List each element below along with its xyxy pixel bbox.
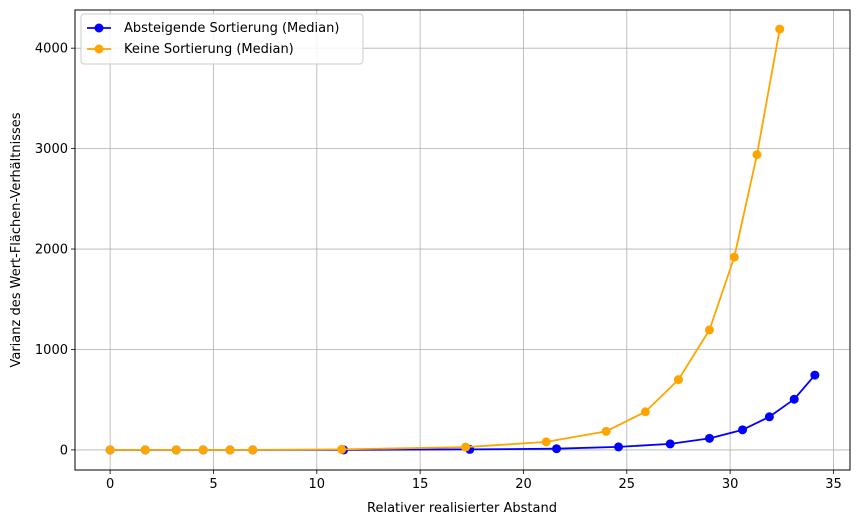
y-tick-label: 0 — [60, 443, 68, 458]
x-tick-label: 30 — [722, 477, 739, 492]
series-line-1 — [110, 28, 781, 451]
series-point-1 — [248, 445, 258, 455]
series-point-1 — [752, 150, 762, 160]
series-point-0 — [738, 425, 748, 435]
series-point-0 — [810, 370, 820, 380]
x-tick-label: 5 — [209, 477, 217, 492]
y-tick-label: 4000 — [35, 42, 68, 57]
x-tick-label: 35 — [825, 477, 842, 492]
series-point-1 — [461, 442, 471, 452]
series-point-1 — [198, 445, 208, 455]
x-tick-label: 15 — [412, 477, 429, 492]
series-point-1 — [704, 325, 714, 335]
series-point-1 — [729, 252, 739, 262]
series-point-1 — [171, 445, 181, 455]
y-tick-label: 1000 — [35, 343, 68, 358]
series-point-1 — [640, 407, 650, 417]
series-point-1 — [775, 24, 785, 34]
y-tick-label: 2000 — [35, 243, 68, 258]
series-point-0 — [552, 444, 562, 454]
x-axis-label: Relativer realisierter Abstand — [367, 501, 557, 516]
series-layer — [105, 24, 820, 455]
legend-marker-0 — [94, 23, 104, 33]
x-tick-label: 0 — [106, 477, 114, 492]
legend-label-0: Absteigende Sortierung (Median) — [124, 21, 339, 36]
legend-marker-1 — [94, 44, 104, 54]
series-point-1 — [673, 375, 683, 385]
x-tick-label: 25 — [619, 477, 636, 492]
plot-frame — [74, 9, 851, 471]
series-point-1 — [601, 426, 611, 436]
legend-label-1: Keine Sortierung (Median) — [124, 42, 294, 57]
series-point-0 — [764, 412, 774, 422]
legend: Absteigende Sortierung (Median) Keine So… — [80, 13, 364, 65]
series-point-1 — [225, 445, 235, 455]
legend-box — [80, 13, 364, 65]
grid — [75, 10, 850, 470]
series-point-1 — [140, 445, 150, 455]
series-point-1 — [105, 445, 115, 455]
y-axis-label: Varianz des Wert-Flächen-Verhältnisses — [9, 112, 24, 367]
x-tick-label: 10 — [309, 477, 326, 492]
x-tick-label: 20 — [515, 477, 532, 492]
series-point-0 — [614, 442, 624, 452]
ticks: 0 5 10 15 20 25 30 35 0 1000 2000 3000 4000 — [35, 42, 842, 492]
series-point-0 — [789, 394, 799, 404]
series-point-0 — [665, 439, 675, 449]
series-point-1 — [337, 444, 347, 454]
series-point-1 — [541, 437, 551, 447]
y-tick-label: 3000 — [35, 142, 68, 157]
series-point-0 — [704, 433, 714, 443]
